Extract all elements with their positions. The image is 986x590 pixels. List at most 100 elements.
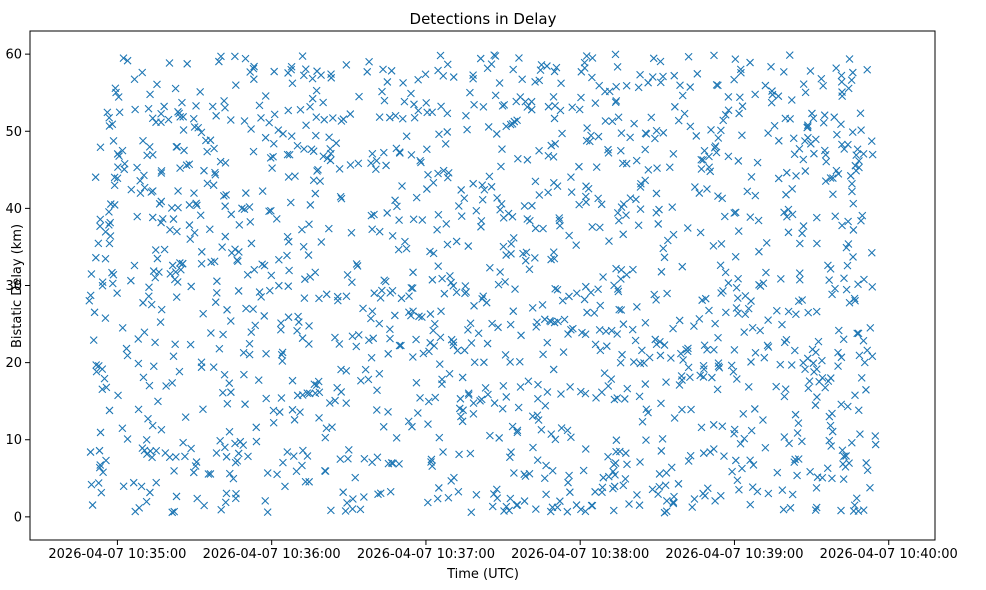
data-point	[464, 391, 473, 399]
data-point	[655, 482, 664, 491]
data-point	[233, 456, 242, 465]
data-point	[360, 454, 369, 463]
data-point	[612, 447, 620, 456]
data-point	[354, 331, 363, 339]
data-point	[472, 206, 481, 215]
data-point	[319, 98, 328, 107]
data-point	[581, 330, 590, 339]
data-point	[489, 490, 498, 498]
data-point	[466, 88, 474, 97]
data-point	[470, 100, 478, 109]
data-point	[510, 117, 519, 126]
data-point	[221, 232, 230, 241]
data-point	[839, 475, 848, 484]
data-point	[612, 436, 621, 445]
data-point	[462, 288, 471, 296]
data-point	[808, 109, 816, 118]
data-point	[341, 507, 350, 515]
data-point	[193, 494, 202, 503]
data-point	[250, 62, 258, 71]
data-point	[548, 466, 557, 475]
data-point	[759, 416, 767, 424]
x-tick-label: 2026-04-07 10:40:00	[820, 547, 958, 562]
data-point	[592, 394, 600, 402]
data-point	[605, 87, 614, 96]
data-point	[778, 486, 787, 494]
data-point	[714, 333, 722, 342]
data-point	[709, 241, 718, 250]
data-point	[746, 58, 754, 67]
data-point	[320, 115, 329, 124]
data-point	[736, 439, 745, 448]
data-point	[550, 67, 559, 76]
data-point	[591, 487, 599, 496]
data-point	[380, 276, 389, 285]
data-point	[724, 152, 733, 161]
data-point	[209, 181, 218, 190]
data-point	[818, 373, 827, 382]
data-point	[550, 254, 559, 263]
data-point	[206, 329, 215, 337]
data-point	[283, 150, 292, 159]
data-point	[588, 222, 597, 231]
data-point	[495, 434, 504, 442]
data-point	[546, 316, 554, 325]
data-point	[857, 126, 865, 134]
data-point	[157, 169, 166, 177]
data-point	[192, 458, 201, 466]
data-point	[783, 212, 791, 221]
data-point	[523, 103, 532, 111]
data-point	[714, 192, 722, 201]
data-point	[557, 390, 565, 398]
data-point	[343, 270, 352, 279]
data-point	[293, 391, 302, 400]
data-point	[767, 98, 776, 107]
data-point	[337, 388, 346, 396]
data-point	[502, 251, 511, 259]
data-point	[482, 298, 491, 307]
data-point	[311, 131, 320, 140]
data-point	[301, 65, 310, 74]
data-point	[810, 149, 818, 158]
data-point	[753, 158, 762, 167]
data-point	[114, 391, 122, 400]
data-point	[210, 144, 218, 153]
data-point	[576, 387, 585, 396]
data-point	[90, 308, 99, 317]
data-point	[670, 71, 679, 80]
data-point	[598, 483, 607, 492]
data-point	[773, 468, 782, 477]
data-point	[515, 54, 523, 62]
data-point	[402, 132, 411, 141]
data-point	[633, 491, 641, 499]
data-point	[98, 281, 107, 290]
data-point	[662, 468, 671, 477]
data-point	[492, 485, 501, 494]
data-point	[666, 354, 675, 362]
data-point	[111, 84, 120, 93]
data-point	[139, 136, 147, 145]
data-point	[699, 156, 707, 164]
data-point	[305, 477, 314, 486]
data-point	[500, 507, 508, 515]
data-point	[429, 249, 438, 258]
data-point	[257, 113, 265, 122]
data-point	[648, 73, 657, 81]
data-point	[143, 450, 151, 458]
data-point	[166, 270, 175, 278]
data-point	[610, 281, 618, 290]
data-point	[212, 288, 221, 297]
data-point	[359, 304, 367, 313]
data-point	[429, 326, 438, 335]
data-point	[92, 361, 101, 369]
data-point	[392, 434, 401, 442]
data-point	[838, 140, 846, 149]
data-point	[840, 145, 849, 153]
data-point	[449, 281, 458, 290]
data-point	[262, 349, 270, 358]
data-point	[794, 419, 803, 427]
data-point	[686, 451, 695, 460]
data-point	[456, 412, 465, 421]
data-point	[732, 375, 741, 383]
data-point	[462, 111, 470, 120]
